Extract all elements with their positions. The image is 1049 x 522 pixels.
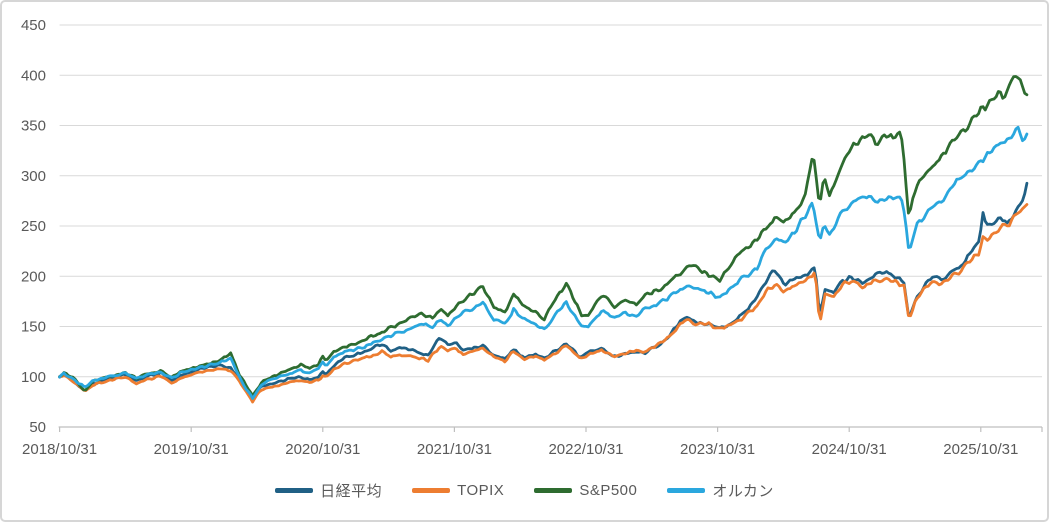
legend-label: オルカン — [712, 483, 774, 500]
x-axis-tick-label: 2025/10/31 — [943, 441, 1018, 458]
x-axis-tick-label: 2021/10/31 — [417, 441, 492, 458]
y-axis-tick-label: 250 — [21, 218, 46, 235]
orukan-line-swatch — [667, 488, 706, 493]
x-axis-tick-label: 2018/10/31 — [22, 441, 97, 458]
y-axis-tick-label: 100 — [21, 369, 46, 386]
x-axis-tick-label: 2023/10/31 — [680, 441, 755, 458]
y-axis-tick-label: 150 — [21, 319, 46, 336]
chart-legend: 日経平均 TOPIX S&P500 オルカン — [2, 480, 1047, 501]
legend-label: TOPIX — [457, 482, 505, 499]
legend-label: S&P500 — [579, 482, 638, 499]
series-line-1 — [58, 181, 1029, 403]
legend-label: 日経平均 — [320, 483, 383, 500]
nikkei-line-swatch — [275, 488, 314, 493]
y-axis-tick-label: 200 — [21, 268, 46, 285]
y-axis-tick-label: 50 — [29, 419, 46, 436]
topix-line-swatch — [412, 488, 451, 493]
y-axis-tick-label: 450 — [21, 17, 46, 34]
x-axis-tick-label: 2022/10/31 — [548, 441, 623, 458]
x-axis-tick-label: 2019/10/31 — [154, 441, 229, 458]
series-line-2 — [58, 203, 1029, 404]
legend-item-sp500: S&P500 — [534, 482, 637, 499]
series-line-4 — [58, 125, 1029, 400]
legend-item-orukan: オルカン — [667, 480, 774, 501]
x-axis-tick-label: 2024/10/31 — [812, 441, 887, 458]
series-line-3 — [58, 75, 1029, 397]
legend-item-topix: TOPIX — [412, 482, 504, 499]
y-axis-tick-label: 300 — [21, 168, 46, 185]
y-axis-tick-label: 400 — [21, 67, 46, 84]
sp500-line-swatch — [534, 488, 573, 493]
legend-item-nikkei: 日経平均 — [275, 480, 382, 501]
y-axis-tick-label: 350 — [21, 118, 46, 135]
x-axis-tick-label: 2020/10/31 — [285, 441, 360, 458]
